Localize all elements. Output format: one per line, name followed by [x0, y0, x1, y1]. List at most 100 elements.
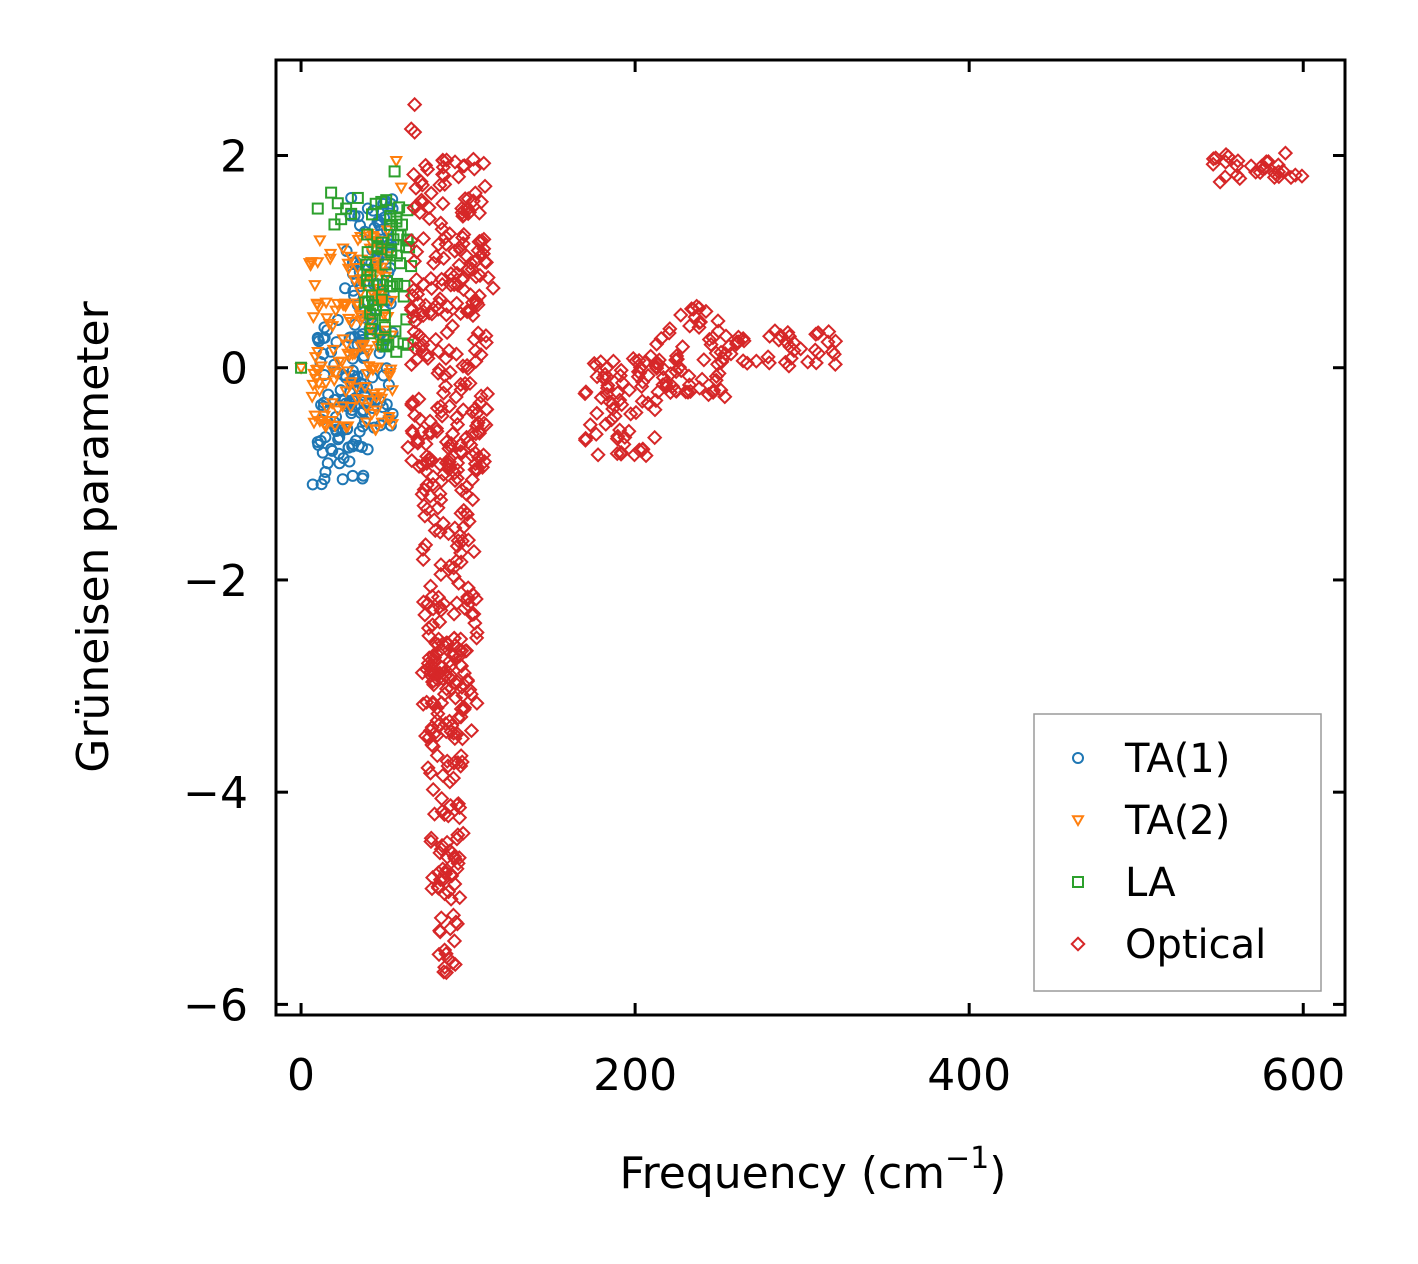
point-optical	[434, 636, 451, 652]
point-optical	[406, 124, 423, 140]
point-la	[384, 212, 397, 225]
point-optical	[1254, 158, 1270, 174]
point-ta2	[303, 260, 318, 273]
point-optical	[455, 358, 471, 374]
point-optical	[446, 276, 462, 293]
point-la	[396, 218, 409, 231]
point-ta2	[385, 419, 400, 431]
point-optical	[485, 280, 501, 296]
point-ta2	[307, 368, 321, 381]
point-la	[375, 293, 388, 306]
point-optical	[426, 806, 443, 822]
point-ta2	[335, 356, 349, 369]
point-optical	[417, 157, 434, 174]
point-optical	[681, 377, 698, 393]
point-optical	[440, 758, 456, 774]
point-ta2	[354, 341, 368, 354]
y-tick-label: −4	[183, 768, 248, 819]
point-optical	[413, 423, 430, 440]
point-optical	[438, 681, 455, 697]
point-ta2	[339, 386, 353, 399]
point-optical	[434, 408, 450, 424]
point-ta2	[325, 398, 339, 410]
point-optical	[442, 921, 458, 937]
point-optical	[1294, 168, 1310, 184]
point-ta2	[325, 321, 340, 333]
point-ta2	[358, 381, 372, 394]
point-optical	[467, 185, 483, 201]
point-optical	[616, 436, 632, 452]
point-optical	[783, 350, 799, 366]
point-optical	[449, 416, 466, 433]
point-la	[311, 202, 324, 215]
point-optical	[649, 360, 665, 376]
point-ta2	[320, 402, 334, 415]
legend: TA(1) TA(2) LA Optical	[1033, 713, 1322, 992]
point-ta2	[311, 347, 325, 359]
point-optical	[407, 341, 424, 357]
point-optical	[453, 748, 469, 764]
point-optical	[460, 532, 477, 548]
point-optical	[593, 390, 609, 406]
point-optical	[435, 767, 451, 784]
y-tick-label: 2	[220, 132, 248, 183]
point-optical	[437, 176, 453, 193]
point-optical	[628, 404, 644, 421]
point-optical	[577, 430, 594, 447]
point-optical	[640, 395, 656, 411]
point-optical	[821, 324, 837, 340]
point-optical	[406, 166, 422, 183]
point-optical	[466, 543, 482, 560]
point-optical	[431, 362, 448, 378]
point-ta2	[325, 365, 340, 378]
point-optical	[469, 624, 485, 641]
point-optical	[406, 96, 423, 113]
point-optical	[800, 354, 816, 370]
point-optical	[1287, 167, 1303, 183]
point-optical	[440, 808, 456, 824]
point-ta2	[319, 377, 333, 390]
point-optical	[429, 747, 445, 764]
point-optical	[464, 471, 481, 488]
point-ta2	[359, 402, 374, 415]
point-ta2	[324, 416, 338, 428]
point-ta2	[331, 405, 345, 418]
point-optical	[433, 566, 449, 583]
point-ta2	[360, 369, 374, 381]
point-optical	[446, 630, 462, 646]
point-ta2	[308, 280, 322, 292]
point-optical	[432, 486, 448, 502]
point-ta1	[355, 441, 368, 454]
point-optical	[1275, 163, 1291, 179]
point-optical	[449, 538, 465, 554]
point-optical	[453, 554, 469, 570]
point-ta2	[344, 317, 359, 329]
point-optical	[433, 271, 450, 287]
point-ta2	[306, 312, 321, 324]
point-optical	[421, 628, 437, 644]
point-la	[385, 246, 398, 259]
point-optical	[708, 368, 725, 385]
point-optical	[428, 331, 444, 348]
point-optical	[634, 442, 651, 458]
point-optical	[427, 522, 443, 539]
point-optical	[454, 754, 470, 770]
point-optical	[827, 356, 843, 373]
point-optical	[412, 411, 428, 427]
point-ta2	[351, 234, 365, 247]
x-axis-title: Frequency (cm−1)	[620, 1141, 1007, 1199]
point-ta2	[355, 395, 369, 407]
point-optical	[598, 416, 614, 432]
point-la	[369, 197, 382, 210]
point-optical	[409, 286, 426, 302]
point-optical	[415, 594, 432, 610]
point-ta1	[339, 282, 352, 295]
point-optical	[469, 462, 485, 478]
point-ta2	[389, 156, 403, 168]
point-la	[295, 361, 308, 374]
point-optical	[421, 210, 438, 227]
point-ta1	[384, 297, 397, 310]
point-optical	[425, 673, 442, 689]
point-ta2	[328, 420, 342, 433]
point-optical	[468, 630, 485, 646]
